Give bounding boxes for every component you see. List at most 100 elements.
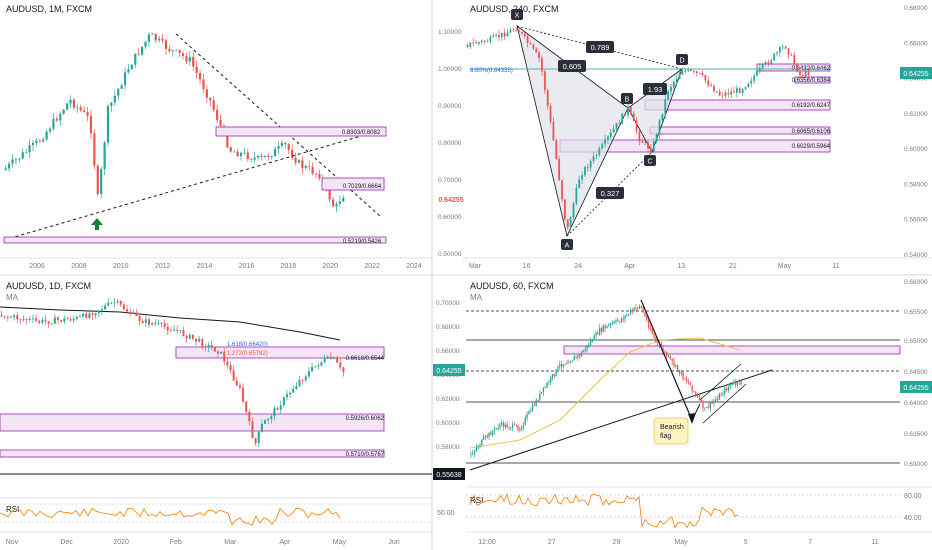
y-tick-label: 0.66000 [436, 348, 460, 355]
h1-candle [595, 332, 597, 336]
daily-candle [135, 312, 138, 316]
h1-candle [511, 424, 514, 428]
monthly-zone-rect[interactable] [3, 236, 387, 244]
h1-candle [736, 381, 739, 385]
daily-candle [326, 356, 329, 359]
x-tick-label: 7 [808, 539, 812, 546]
daily-candle [336, 357, 339, 363]
h1-candle [620, 318, 623, 322]
daily-candle [144, 319, 147, 324]
monthly-candle [168, 48, 171, 52]
daily-candle [223, 351, 226, 362]
daily-price-tag-text: 0.64255 [436, 368, 461, 375]
h4-candle [641, 141, 644, 143]
h4-x-axis: Mar 16 24 Apr 13 21 May 11 [469, 263, 840, 270]
h4-candle [595, 154, 598, 157]
h4-candle [615, 123, 618, 129]
flag-channel-lower[interactable] [702, 383, 747, 424]
h1-candle [600, 328, 603, 332]
h1-candle [725, 388, 728, 391]
ratio-label-xb[interactable]: 0.605 [558, 60, 586, 72]
h1-trendline[interactable] [469, 369, 773, 471]
h1-candle [626, 314, 628, 316]
monthly-candle [18, 158, 21, 160]
pattern-point-a[interactable]: A [561, 239, 573, 250]
daily-candle [157, 323, 160, 324]
bearish-flag-callout[interactable]: Bearish flag [653, 417, 689, 445]
h4-candle [804, 70, 807, 76]
h1-candle [693, 391, 695, 392]
monthly-candle [277, 145, 280, 149]
y-tick-label: 0.68000 [436, 324, 460, 331]
h4-candle [687, 69, 690, 71]
h1-chart-panel[interactable]: AUDUSD, 60, FXCM MA Bearish flag 0.66000… [466, 279, 932, 546]
daily-price-tag [433, 364, 465, 376]
pattern-point-x[interactable]: X [511, 9, 523, 20]
pattern-point-d[interactable]: D [676, 54, 688, 65]
h4-candle [807, 70, 810, 76]
svg-text:1.93: 1.93 [648, 85, 663, 94]
monthly-support-trendline[interactable] [3, 131, 376, 241]
daily-candle [307, 371, 310, 377]
monthly-candle [100, 169, 103, 194]
ratio-label-ac[interactable]: 0.327 [596, 187, 624, 199]
h4-candle [635, 120, 638, 132]
h4-chart-panel[interactable]: AUDUSD, 240, FXCM 0.6432/0.6462 0.6356/0… [462, 4, 932, 270]
h4-candle [758, 67, 761, 71]
h4-candle [609, 132, 612, 137]
daily-candle [22, 319, 25, 320]
daily-candle [245, 401, 248, 412]
ratio-label-bd[interactable]: 1.93 [643, 83, 667, 95]
daily-candle [342, 367, 345, 373]
monthly-candle [267, 155, 270, 157]
daily-zone-rect[interactable] [0, 413, 385, 432]
daily-candle [282, 397, 285, 406]
daily-candle [88, 313, 91, 318]
monthly-candle [69, 99, 72, 104]
x-tick-label: 2010 [113, 263, 129, 270]
daily-zone-label: 0.6618/0.6544 [346, 356, 385, 362]
daily-candle [60, 320, 63, 322]
ratio-label-xd[interactable]: 0.789 [586, 41, 614, 53]
h1-candle [711, 402, 713, 404]
daily-zone-label: 0.5710/0.5767 [346, 452, 385, 458]
daily-zone-rect[interactable] [0, 449, 385, 458]
monthly-zone-rect[interactable] [215, 126, 387, 137]
pattern-point-c[interactable]: C [644, 155, 656, 166]
h1-candle [551, 374, 554, 378]
h1-candle [604, 325, 606, 329]
h1-candle [651, 329, 653, 335]
daily-zone-rect[interactable] [175, 346, 385, 359]
h1-candle [720, 394, 722, 395]
h4-candle [695, 71, 698, 74]
daily-chart-panel[interactable]: AUDUSD, 1D, FXCM MA 1.618(0.66420) 1.272… [0, 281, 465, 546]
monthly-candle [297, 160, 301, 163]
h4-candle [738, 88, 741, 93]
h4-candle [624, 113, 626, 116]
daily-candle [126, 309, 129, 312]
y-tick-label: 0.80000 [438, 140, 462, 147]
monthly-candle [294, 157, 297, 163]
monthly-candle [202, 79, 205, 90]
h4-zone-rect[interactable] [794, 76, 831, 84]
monthly-candle [273, 148, 277, 157]
monthly-zone-rect[interactable] [321, 177, 385, 191]
flag-channel-upper[interactable] [699, 363, 742, 401]
monthly-candle [154, 33, 157, 41]
daily-candle [173, 329, 176, 331]
pattern-point-b[interactable]: B [621, 93, 633, 104]
h1-candle [553, 374, 555, 376]
daily-candle [122, 304, 125, 310]
h4-candle [678, 74, 681, 80]
harmonic-xab-triangle[interactable] [516, 25, 629, 238]
svg-text:B: B [625, 97, 630, 104]
monthly-candle [45, 131, 48, 140]
h1-candle [566, 362, 568, 364]
daily-candle [295, 385, 298, 390]
h1-zone-rect[interactable] [563, 345, 901, 355]
daily-candle [104, 305, 107, 310]
x-tick-label: Apr [624, 263, 636, 270]
monthly-chart-panel[interactable]: AUDUSD, 1M, FXCM 0.8303/0.8082 0.7029/0.… [0, 4, 467, 270]
daily-candle [210, 344, 213, 348]
y-tick-label: 0.63500 [904, 431, 928, 438]
